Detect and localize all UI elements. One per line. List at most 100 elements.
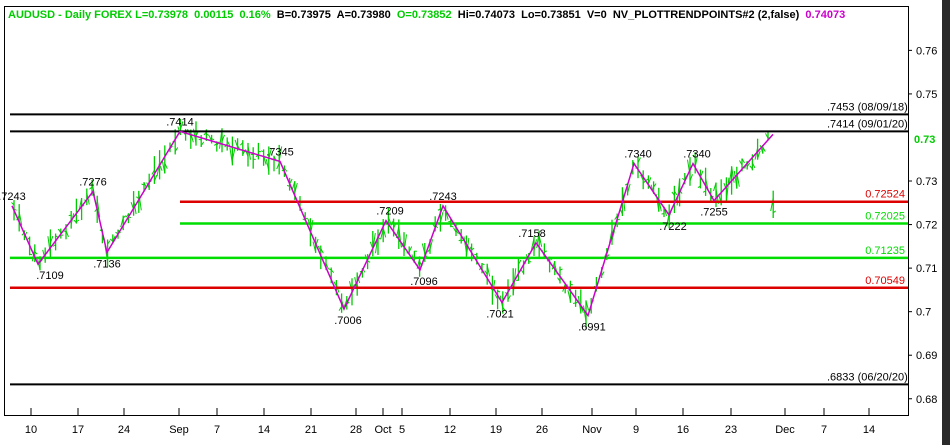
price-bar-close: [486, 265, 491, 277]
price-bar-open: [291, 181, 296, 190]
price-bar-open: [286, 184, 290, 187]
price-bar-close: [408, 246, 413, 253]
y-tick-label: 0.7: [916, 307, 931, 319]
price-bar-open: [333, 281, 337, 287]
window-edge: [942, 0, 950, 445]
price-bar-close: [762, 146, 766, 152]
bid-price: B=0.73975: [276, 9, 331, 21]
trend-point-label: .7209: [376, 206, 404, 218]
price-bar-open: [614, 215, 618, 220]
trend-point-label: .7136: [93, 258, 121, 270]
price-bar-close: [153, 174, 158, 182]
price-bar-close: [76, 219, 80, 223]
price-bar-open: [161, 160, 166, 174]
price-bar-close: [221, 134, 225, 142]
x-tick-label: 16: [677, 424, 689, 436]
x-tick-label: 14: [863, 424, 875, 436]
price-bar-open: [260, 150, 264, 153]
price-bar-close: [18, 211, 23, 226]
price-bar-close: [320, 248, 324, 254]
price-bar-open: [338, 306, 343, 311]
price-bar-open: [380, 228, 384, 240]
trend-point-label: .7243: [429, 191, 457, 203]
price-bar-close: [757, 150, 761, 159]
time-axis: [0, 416, 942, 445]
price-bar-open: [681, 177, 686, 181]
y-tick-label: 0.73: [916, 176, 937, 188]
price-bar-close: [49, 235, 54, 243]
price-bar-open: [583, 305, 587, 322]
price-bar-close: [517, 259, 522, 265]
price-bar-close: [325, 263, 329, 270]
symbol-label: AUDUSD - Daily FOREX: [8, 9, 133, 21]
x-tick-label: 10: [25, 424, 37, 436]
trend-point-label: .7021: [486, 309, 514, 321]
ask-price: A=0.73980: [336, 9, 391, 21]
volume-value: V=0: [586, 9, 607, 21]
price-bar-open: [73, 219, 77, 224]
price-bar-open: [520, 269, 525, 274]
x-tick-label: 14: [258, 424, 270, 436]
plot-area[interactable]: [4, 6, 909, 416]
low-price: Lo=0.73851: [521, 9, 581, 21]
price-bar-open: [713, 182, 717, 192]
last-price-tag-label: 0.73: [914, 134, 935, 146]
x-tick-label: Dec: [775, 424, 795, 436]
price-bar-close: [403, 234, 407, 253]
price-bar-open: [57, 228, 62, 233]
price-bar-open: [125, 213, 129, 218]
price-bar-close: [689, 174, 693, 182]
open-price: O=0.73852: [396, 9, 452, 21]
price-bar-close: [29, 253, 33, 256]
trend-point-label: .7340: [624, 149, 652, 161]
price-bar-open: [317, 245, 322, 252]
price-bar-close: [497, 290, 501, 293]
price-bar-open: [723, 182, 727, 191]
x-tick-label: Nov: [582, 424, 602, 436]
price-bar-open: [770, 197, 774, 212]
price-bar-close: [330, 269, 335, 274]
price-bar-close: [611, 230, 615, 241]
x-tick-label: 24: [118, 424, 130, 436]
price-bar-open: [234, 139, 239, 148]
price-bar-open: [109, 238, 114, 242]
price-bar-close: [179, 121, 184, 130]
x-tick-label: 19: [490, 424, 502, 436]
price-bar-open: [135, 196, 140, 200]
price-bar-close: [772, 210, 777, 214]
price-bar-open: [343, 299, 348, 307]
price-bar-close: [746, 162, 751, 168]
trend-point-label: .7255: [700, 207, 728, 219]
price-bar-open: [349, 281, 353, 292]
price-bar-close: [627, 183, 631, 194]
price-bar-close: [751, 162, 756, 169]
price-bar-open: [312, 241, 317, 253]
price-bar-close: [128, 216, 132, 219]
x-tick-label: 7: [214, 424, 220, 436]
price-bar-close: [96, 199, 101, 218]
price-bar-open: [276, 162, 280, 170]
trend-point-label: .7158: [518, 228, 546, 240]
price-bar-close: [741, 158, 745, 164]
change-value: 0.00115: [194, 9, 234, 21]
trend-point-label: .6991: [578, 322, 606, 334]
price-bar-close: [585, 300, 589, 311]
price-bar-open: [733, 170, 738, 188]
price-bar-open: [203, 131, 207, 136]
price-bar-open: [328, 268, 332, 271]
price-bar-open: [151, 169, 155, 175]
price-bar-open: [739, 160, 743, 166]
trend-point-label: .7345: [266, 146, 294, 158]
price-bar-open: [369, 241, 374, 249]
indicator-value: 0.74073: [805, 9, 846, 21]
price-bar-open: [640, 174, 644, 181]
price-bar-open: [89, 186, 93, 190]
price-bar-close: [294, 182, 298, 193]
trend-point-label: .7243: [0, 191, 26, 203]
price-bar-close: [231, 148, 236, 160]
x-tick-label: 21: [305, 424, 317, 436]
price-bar-open: [11, 202, 15, 206]
x-tick-label: Oct: [374, 424, 391, 436]
trend-point-label: .7340: [683, 149, 711, 161]
